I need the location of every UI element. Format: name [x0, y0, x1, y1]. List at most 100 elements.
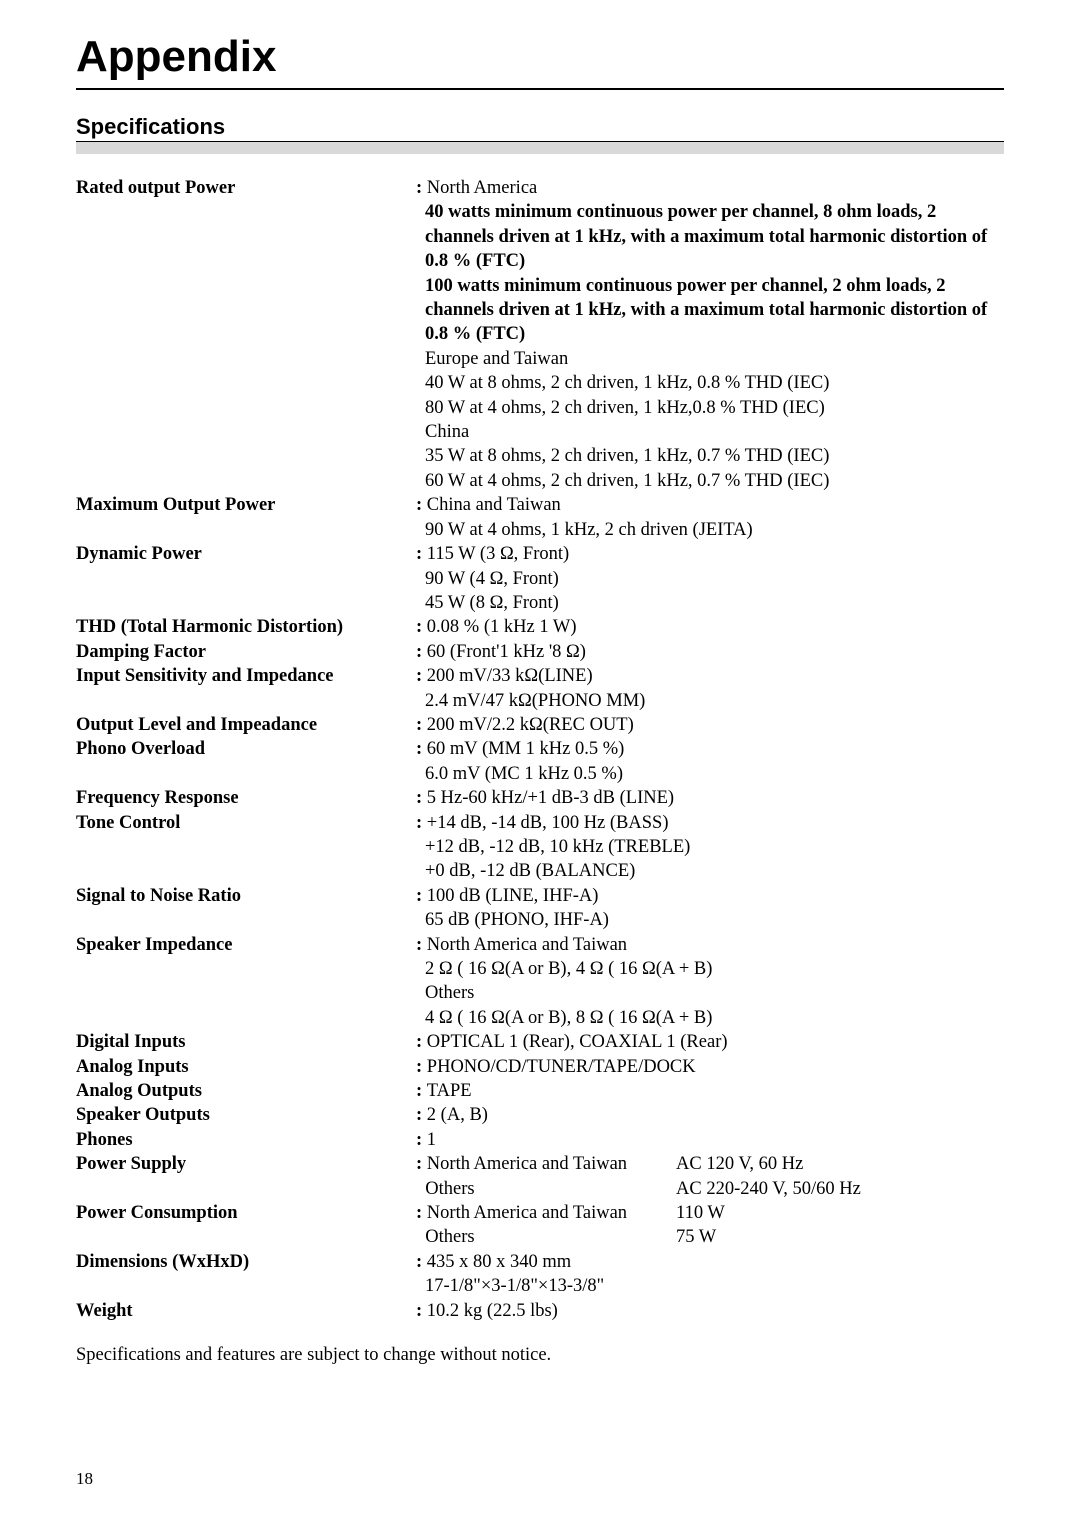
spec-label: Speaker Impedance	[76, 933, 416, 957]
spec-value-line: 40 watts minimum continuous power per ch…	[416, 200, 1004, 273]
section-bar	[76, 141, 1004, 154]
spec-label: Damping Factor	[76, 640, 416, 664]
spec-values: : North America and Taiwan 2 Ω ( 16 Ω(A …	[416, 933, 1004, 1031]
spec-values: : +14 dB, -14 dB, 100 Hz (BASS)+12 dB, -…	[416, 811, 1004, 884]
spec-values: : 10.2 kg (22.5 lbs)	[416, 1299, 1004, 1323]
spec-value-line: : 200 mV/33 kΩ(LINE)	[416, 664, 1004, 688]
spec-label: Dynamic Power	[76, 542, 416, 566]
spec-row: Tone Control: +14 dB, -14 dB, 100 Hz (BA…	[76, 811, 1004, 884]
spec-values: : 115 W (3 Ω, Front)90 W (4 Ω, Front)45 …	[416, 542, 1004, 615]
spec-values: : 200 mV/33 kΩ(LINE)2.4 mV/47 kΩ(PHONO M…	[416, 664, 1004, 713]
spec-label: Weight	[76, 1299, 416, 1323]
spec-value-line: 90 W (4 Ω, Front)	[416, 567, 1004, 591]
spec-row: Phono Overload: 60 mV (MM 1 kHz 0.5 %)6.…	[76, 737, 1004, 786]
spec-value-line: 40 W at 8 ohms, 2 ch driven, 1 kHz, 0.8 …	[416, 371, 1004, 395]
spec-value-line: 65 dB (PHONO, IHF-A)	[416, 908, 1004, 932]
spec-label: Rated output Power	[76, 176, 416, 200]
page-title: Appendix	[76, 32, 1004, 82]
spec-value-line: 80 W at 4 ohms, 2 ch driven, 1 kHz,0.8 %…	[416, 396, 1004, 420]
spec-row: Input Sensitivity and Impedance: 200 mV/…	[76, 664, 1004, 713]
spec-label: Power Consumption	[76, 1201, 416, 1225]
spec-value-line: : North America and Taiwan110 W	[416, 1201, 1004, 1225]
spec-value-line: Others75 W	[416, 1225, 1004, 1249]
spec-row: Output Level and Impeadance: 200 mV/2.2 …	[76, 713, 1004, 737]
spec-label: Power Supply	[76, 1152, 416, 1176]
spec-label: Tone Control	[76, 811, 416, 835]
spec-value-line: : 115 W (3 Ω, Front)	[416, 542, 1004, 566]
spec-row: Phones: 1	[76, 1128, 1004, 1152]
section-heading: Specifications	[76, 114, 1004, 140]
spec-row: Speaker Impedance: North America and Tai…	[76, 933, 1004, 1031]
spec-values: : 60 mV (MM 1 kHz 0.5 %)6.0 mV (MC 1 kHz…	[416, 737, 1004, 786]
spec-row: Power Consumption: North America and Tai…	[76, 1201, 1004, 1250]
spec-label: Analog Inputs	[76, 1055, 416, 1079]
title-rule	[76, 88, 1004, 90]
spec-value-line: 2 Ω ( 16 Ω(A or B), 4 Ω ( 16 Ω(A + B)	[416, 957, 1004, 981]
spec-label: Maximum Output Power	[76, 493, 416, 517]
spec-row: THD (Total Harmonic Distortion): 0.08 % …	[76, 615, 1004, 639]
spec-value-line: OthersAC 220-240 V, 50/60 Hz	[416, 1177, 1004, 1201]
spec-values: : OPTICAL 1 (Rear), COAXIAL 1 (Rear)	[416, 1030, 1004, 1054]
spec-row: Rated output Power: North America40 watt…	[76, 176, 1004, 493]
spec-row: Maximum Output Power: China and Taiwan90…	[76, 493, 1004, 542]
spec-label: Signal to Noise Ratio	[76, 884, 416, 908]
spec-values: : North America and TaiwanAC 120 V, 60 H…	[416, 1152, 1004, 1201]
spec-value-line: 2.4 mV/47 kΩ(PHONO MM)	[416, 689, 1004, 713]
spec-value-line: : North America and Taiwan	[416, 933, 1004, 957]
spec-row: Weight: 10.2 kg (22.5 lbs)	[76, 1299, 1004, 1323]
spec-values: : TAPE	[416, 1079, 1004, 1103]
spec-values: : 5 Hz-60 kHz/+1 dB-3 dB (LINE)	[416, 786, 1004, 810]
spec-values: : 200 mV/2.2 kΩ(REC OUT)	[416, 713, 1004, 737]
spec-value-line: : North America and TaiwanAC 120 V, 60 H…	[416, 1152, 1004, 1176]
page-number: 18	[76, 1469, 93, 1489]
spec-label: THD (Total Harmonic Distortion)	[76, 615, 416, 639]
spec-value-line: China	[416, 420, 1004, 444]
spec-label: Dimensions (WxHxD)	[76, 1250, 416, 1274]
spec-values: : 60 (Front'1 kHz '8 Ω)	[416, 640, 1004, 664]
spec-label: Digital Inputs	[76, 1030, 416, 1054]
spec-row: Analog Outputs: TAPE	[76, 1079, 1004, 1103]
spec-table: Rated output Power: North America40 watt…	[76, 176, 1004, 1323]
spec-values: : 2 (A, B)	[416, 1103, 1004, 1127]
page: Appendix Specifications Rated output Pow…	[0, 0, 1080, 1523]
spec-values: : North America and Taiwan110 W Others75…	[416, 1201, 1004, 1250]
spec-label: Output Level and Impeadance	[76, 713, 416, 737]
spec-row: Signal to Noise Ratio: 100 dB (LINE, IHF…	[76, 884, 1004, 933]
spec-row: Speaker Outputs: 2 (A, B)	[76, 1103, 1004, 1127]
spec-values: : 100 dB (LINE, IHF-A)65 dB (PHONO, IHF-…	[416, 884, 1004, 933]
spec-label: Phones	[76, 1128, 416, 1152]
spec-value-line: : PHONO/CD/TUNER/TAPE/DOCK	[416, 1055, 1004, 1079]
spec-value-line: Europe and Taiwan	[416, 347, 1004, 371]
spec-value-line: : 5 Hz-60 kHz/+1 dB-3 dB (LINE)	[416, 786, 1004, 810]
spec-value-line: 4 Ω ( 16 Ω(A or B), 8 Ω ( 16 Ω(A + B)	[416, 1006, 1004, 1030]
spec-label: Input Sensitivity and Impedance	[76, 664, 416, 688]
footnote: Specifications and features are subject …	[76, 1345, 1004, 1366]
spec-values: : North America40 watts minimum continuo…	[416, 176, 1004, 493]
spec-value-line: 35 W at 8 ohms, 2 ch driven, 1 kHz, 0.7 …	[416, 444, 1004, 468]
spec-value-line: : 0.08 % (1 kHz 1 W)	[416, 615, 1004, 639]
spec-value-line: : 100 dB (LINE, IHF-A)	[416, 884, 1004, 908]
spec-values: : PHONO/CD/TUNER/TAPE/DOCK	[416, 1055, 1004, 1079]
spec-value-line: : China and Taiwan	[416, 493, 1004, 517]
spec-value-line: : TAPE	[416, 1079, 1004, 1103]
spec-value-line: : 435 x 80 x 340 mm	[416, 1250, 1004, 1274]
spec-value-line: 90 W at 4 ohms, 1 kHz, 2 ch driven (JEIT…	[416, 518, 1004, 542]
spec-value-line: : 2 (A, B)	[416, 1103, 1004, 1127]
spec-row: Dynamic Power: 115 W (3 Ω, Front)90 W (4…	[76, 542, 1004, 615]
spec-value-line: : 200 mV/2.2 kΩ(REC OUT)	[416, 713, 1004, 737]
spec-values: : China and Taiwan90 W at 4 ohms, 1 kHz,…	[416, 493, 1004, 542]
spec-row: Analog Inputs: PHONO/CD/TUNER/TAPE/DOCK	[76, 1055, 1004, 1079]
spec-values: : 435 x 80 x 340 mm17-1/8"×3-1/8"×13-3/8…	[416, 1250, 1004, 1299]
spec-value-line: 17-1/8"×3-1/8"×13-3/8"	[416, 1274, 1004, 1298]
spec-value-line: +0 dB, -12 dB (BALANCE)	[416, 859, 1004, 883]
spec-value-line: 100 watts minimum continuous power per c…	[416, 274, 1004, 347]
spec-label: Speaker Outputs	[76, 1103, 416, 1127]
spec-label: Analog Outputs	[76, 1079, 416, 1103]
spec-value-line: : North America	[416, 176, 1004, 200]
spec-value-line: : +14 dB, -14 dB, 100 Hz (BASS)	[416, 811, 1004, 835]
spec-row: Dimensions (WxHxD): 435 x 80 x 340 mm17-…	[76, 1250, 1004, 1299]
spec-value-line: 60 W at 4 ohms, 2 ch driven, 1 kHz, 0.7 …	[416, 469, 1004, 493]
spec-value-line: 6.0 mV (MC 1 kHz 0.5 %)	[416, 762, 1004, 786]
spec-values: : 1	[416, 1128, 1004, 1152]
spec-row: Frequency Response: 5 Hz-60 kHz/+1 dB-3 …	[76, 786, 1004, 810]
